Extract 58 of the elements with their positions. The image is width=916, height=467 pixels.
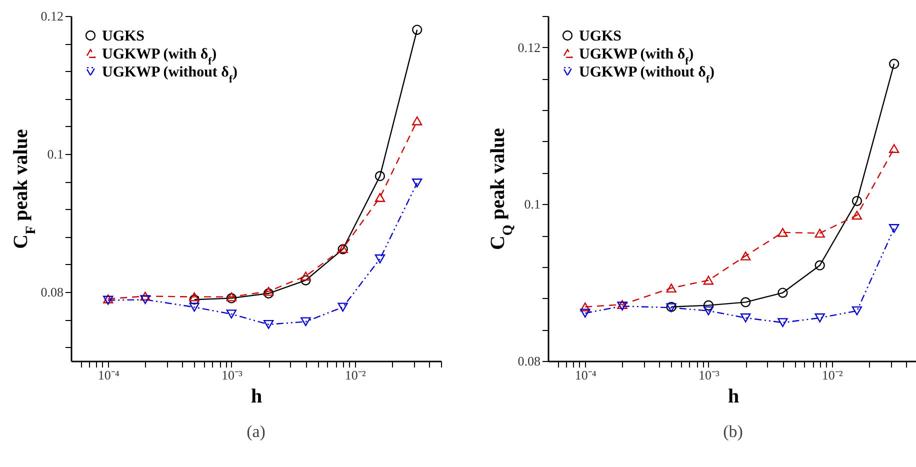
point [264, 288, 274, 298]
point [264, 286, 274, 296]
point [189, 294, 200, 305]
point [852, 210, 862, 220]
x-tick-label: 10⁻³ [222, 368, 243, 382]
x-tick-label: 10⁻² [344, 368, 366, 382]
y-tick-label: 0.1 [524, 196, 540, 212]
point [740, 251, 751, 260]
point [300, 272, 311, 281]
point [889, 144, 900, 153]
point [412, 116, 422, 126]
point [264, 320, 274, 329]
point [703, 300, 714, 310]
point [412, 24, 422, 35]
point [189, 302, 200, 312]
x-tick-label: 10⁻² [822, 368, 843, 382]
point [412, 178, 422, 188]
point [189, 292, 200, 302]
legend-label: UGKS [102, 28, 145, 44]
y-tick-label: 0.08 [518, 354, 540, 368]
y-tick-label: 0.12 [518, 40, 540, 55]
point [778, 318, 788, 328]
y-tick-label: 0.12 [40, 8, 64, 24]
y-tick-label: 0.08 [40, 284, 64, 300]
point [852, 196, 862, 206]
point [703, 306, 714, 316]
x-tick-label: 10⁻⁴ [574, 368, 597, 382]
point [814, 313, 825, 322]
legend-label: UGKS [579, 28, 622, 44]
x-tick-label: 10⁻³ [698, 368, 720, 382]
point [374, 254, 386, 264]
point [814, 260, 825, 270]
point [740, 313, 751, 322]
point [666, 284, 676, 293]
legend-label: UGKWP (with δ$_{f}$) [102, 46, 217, 67]
point [778, 228, 788, 237]
point [374, 171, 386, 182]
point [814, 228, 825, 238]
x-axis-title: h [250, 386, 262, 408]
legend-label: UGKWP (with δ$_{f}$) [579, 46, 694, 67]
text: (b) [723, 422, 743, 441]
point [300, 317, 311, 326]
point [852, 306, 862, 316]
text: (a) [246, 422, 266, 441]
point [740, 297, 751, 308]
point [703, 276, 714, 285]
legend-label: UGKWP (without δ$_{f}$) [102, 64, 238, 85]
point [374, 192, 386, 202]
point [300, 275, 311, 286]
point [338, 302, 348, 312]
legend-label: UGKWP (without δ$_{f}$) [579, 64, 714, 85]
point [889, 58, 900, 69]
point [889, 224, 900, 233]
point [226, 310, 237, 319]
x-tick-label: 10⁻⁴ [98, 368, 120, 382]
x-axis-title: h [728, 386, 740, 408]
y-tick-label: 0.1 [47, 146, 64, 162]
point [778, 288, 788, 298]
